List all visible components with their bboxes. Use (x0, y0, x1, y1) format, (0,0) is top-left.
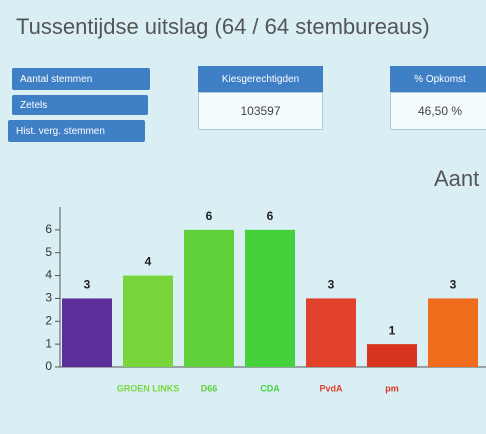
stat-value: 103597 (198, 92, 323, 130)
x-tick-label: PvdA (319, 383, 343, 393)
y-tick-label: 5 (45, 245, 52, 259)
value-label: 6 (206, 209, 213, 223)
chart: Aant 0 1 2 3 4 5 6 3 GROEN LINKS 4 D66 6 CDA 6 PvdA 3 pm… (45, 166, 486, 393)
stat-label: Kiesgerechtigden (198, 66, 323, 92)
bar (367, 344, 417, 367)
y-tick-label: 3 (45, 291, 52, 305)
x-tick-label: GROEN LINKS (117, 383, 180, 393)
y-tick-label: 2 (45, 313, 52, 327)
y-tick-label: 6 (45, 222, 52, 236)
button[interactable]: Aantal stemmen (12, 68, 150, 90)
value-label: 4 (145, 255, 152, 269)
x-tick-label: CDA (260, 383, 280, 393)
y-tick-label: 1 (45, 336, 52, 350)
value-label: 3 (328, 278, 335, 292)
x-tick-label: D66 (201, 383, 218, 393)
button[interactable]: Zetels (12, 95, 148, 115)
bar (123, 275, 173, 367)
bar (62, 298, 112, 367)
y-tick-label: 0 (45, 359, 52, 373)
bar (306, 298, 356, 367)
value-label: 6 (267, 209, 274, 223)
chart-title: Aant (434, 166, 479, 191)
y-tick-label: 4 (45, 268, 52, 282)
stat-value: 46,50 % (390, 92, 486, 130)
bar (245, 229, 295, 367)
stat-label: % Opkomst (390, 66, 486, 92)
button[interactable]: Hist. verg. stemmen (8, 120, 145, 142)
value-label: 3 (84, 278, 91, 292)
value-label: 3 (450, 278, 457, 292)
value-label: 1 (389, 323, 396, 337)
page-title: Tussentijdse uitslag (64 / 64 stembureau… (16, 14, 430, 39)
bar (184, 229, 234, 367)
bar (428, 298, 478, 367)
x-tick-label: pm (385, 383, 399, 393)
